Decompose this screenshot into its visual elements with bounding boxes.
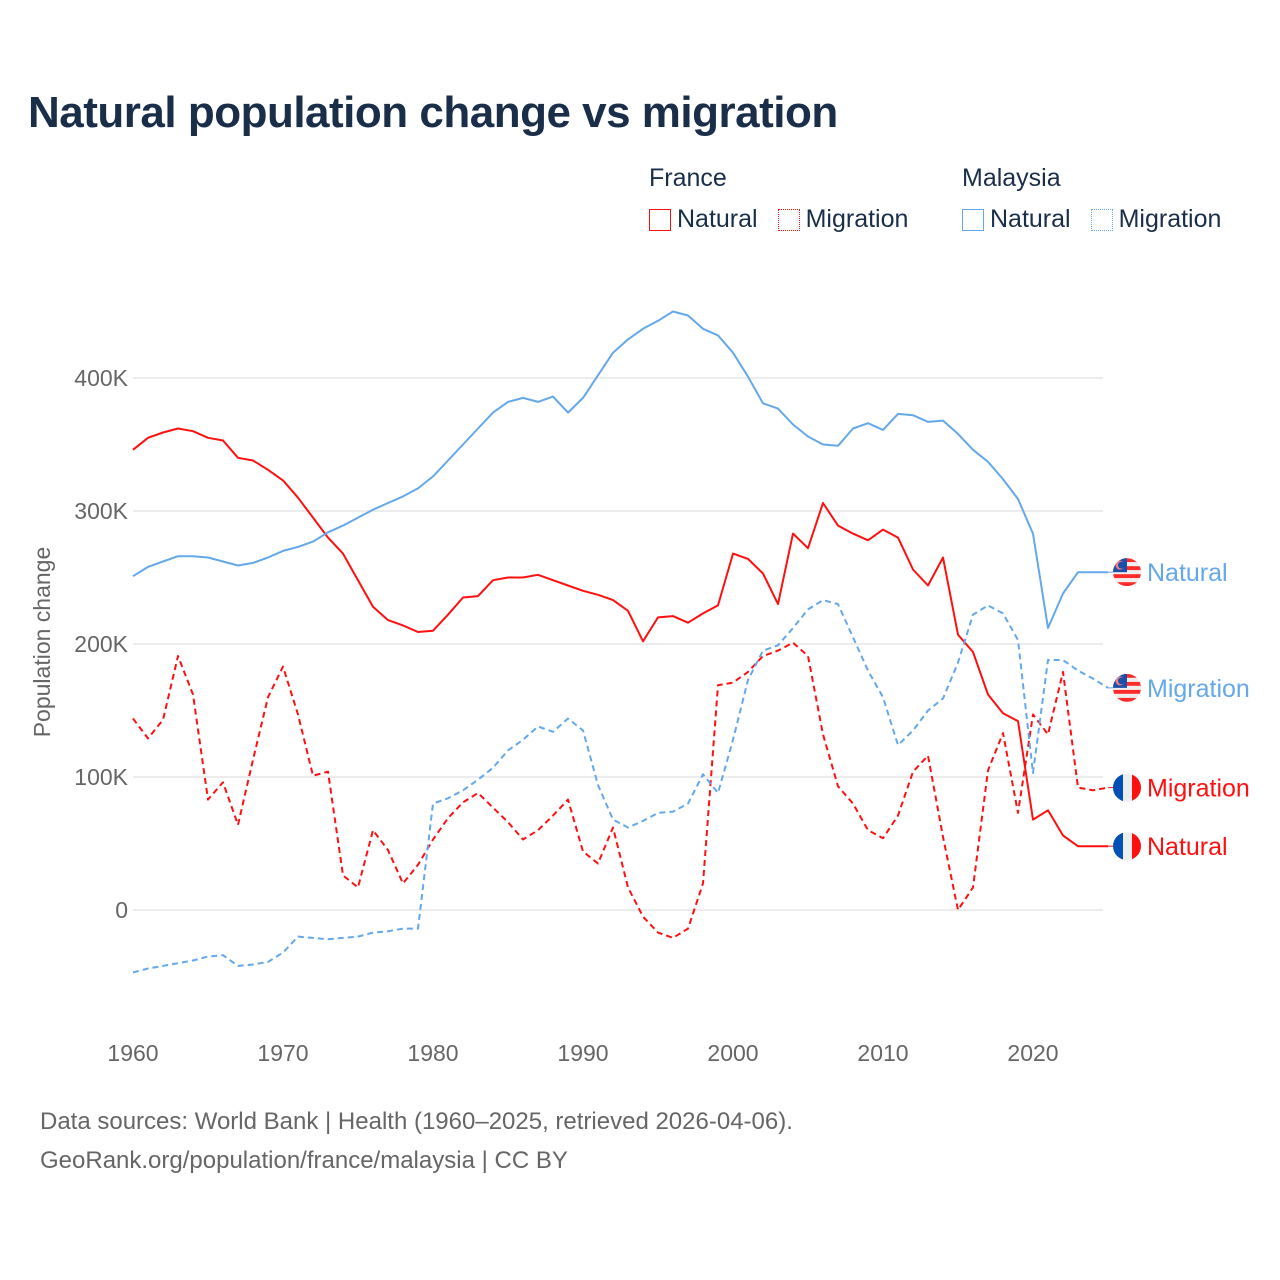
- y-axis-label: Population change: [29, 547, 55, 738]
- legend-country: France: [649, 164, 727, 192]
- legend-item-france-natural[interactable]: Natural: [649, 205, 758, 234]
- malaysia-flag-icon: [1113, 558, 1141, 587]
- x-tick-label: 1990: [557, 1040, 608, 1066]
- series-line-france-natural[interactable]: [132, 427, 1108, 848]
- series-line-malaysia-migration[interactable]: [132, 599, 1109, 974]
- end-label: Migration: [1147, 775, 1250, 803]
- legend-swatch: [962, 208, 984, 231]
- france-flag-icon: [1113, 832, 1141, 861]
- y-tick-label: 300K: [74, 498, 128, 524]
- legend-group-france: France Natural Migration: [649, 164, 908, 234]
- x-tick-label: 2000: [707, 1040, 758, 1066]
- legend-label: Migration: [1118, 205, 1222, 233]
- malaysia-flag-icon: [1113, 673, 1141, 702]
- chart-title: Natural population change vs migration: [28, 88, 838, 137]
- legend-label: Natural: [990, 205, 1071, 233]
- series-line-france-migration[interactable]: [132, 641, 1109, 939]
- legend-item-malaysia-natural[interactable]: Natural: [962, 205, 1071, 234]
- y-tick-label: 200K: [74, 631, 128, 657]
- source-line: Data sources: World Bank | Health (1960–…: [40, 1108, 793, 1135]
- end-label: Natural: [1147, 833, 1228, 861]
- legend-item-france-migration[interactable]: Migration: [777, 205, 909, 234]
- legend-country: Malaysia: [962, 164, 1061, 192]
- x-tick-label: 1960: [107, 1040, 158, 1066]
- legend-swatch: [777, 208, 800, 231]
- france-flag-icon: [1113, 773, 1141, 802]
- y-tick-label: 0: [115, 897, 128, 923]
- y-tick-label: 100K: [74, 764, 128, 790]
- end-label: Migration: [1147, 675, 1250, 703]
- source-link[interactable]: GeoRank.org/population/france/malaysia |…: [40, 1147, 568, 1174]
- legend-swatch: [1090, 208, 1113, 231]
- x-tick-label: 2020: [1007, 1040, 1058, 1066]
- legend-swatch: [649, 208, 671, 231]
- x-tick-label: 2010: [857, 1040, 908, 1066]
- legend-item-malaysia-migration[interactable]: Migration: [1090, 205, 1222, 234]
- series-line-malaysia-natural[interactable]: [132, 310, 1108, 629]
- legend-label: Migration: [805, 205, 909, 233]
- end-label: Natural: [1147, 559, 1228, 587]
- legend-label: Natural: [677, 205, 758, 233]
- x-tick-label: 1980: [407, 1040, 458, 1066]
- x-tick-label: 1970: [257, 1040, 308, 1066]
- y-tick-label: 400K: [74, 365, 128, 391]
- legend-group-malaysia: Malaysia Natural Migration: [962, 164, 1221, 234]
